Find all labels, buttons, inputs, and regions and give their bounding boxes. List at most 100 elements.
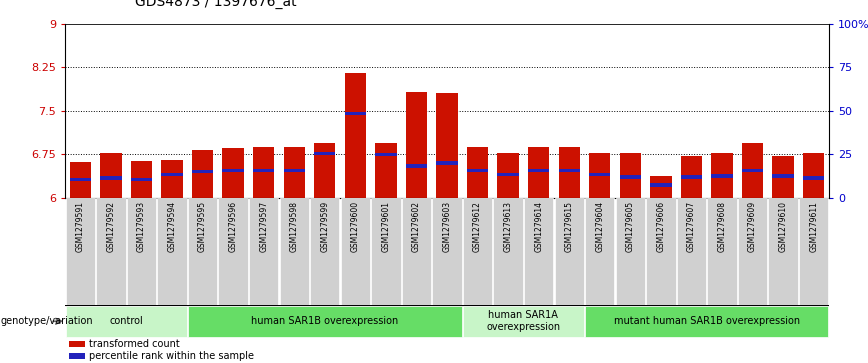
Bar xyxy=(96,198,126,305)
Bar xyxy=(131,161,152,198)
Bar xyxy=(161,173,183,176)
Text: GSM1279601: GSM1279601 xyxy=(381,201,391,252)
Bar xyxy=(650,183,672,187)
Bar xyxy=(219,198,247,305)
Text: genotype/variation: genotype/variation xyxy=(1,316,94,326)
Text: GSM1279614: GSM1279614 xyxy=(534,201,543,252)
Bar xyxy=(681,156,702,198)
Bar xyxy=(650,176,672,198)
Text: mutant human SAR1B overexpression: mutant human SAR1B overexpression xyxy=(614,316,799,326)
Bar xyxy=(284,147,305,198)
Bar xyxy=(188,306,462,337)
Text: GSM1279595: GSM1279595 xyxy=(198,201,207,252)
Bar xyxy=(310,198,339,305)
Bar xyxy=(497,173,519,176)
Bar xyxy=(620,153,641,198)
Bar xyxy=(127,198,156,305)
Bar xyxy=(494,198,523,305)
Bar xyxy=(402,198,431,305)
Bar xyxy=(773,156,794,198)
Text: GSM1279602: GSM1279602 xyxy=(412,201,421,252)
Bar xyxy=(437,161,457,165)
Bar xyxy=(345,112,366,115)
Text: transformed count: transformed count xyxy=(89,339,180,349)
Bar xyxy=(589,152,610,198)
Bar xyxy=(405,92,427,198)
Bar xyxy=(467,147,489,198)
Bar xyxy=(253,147,274,198)
Text: GSM1279606: GSM1279606 xyxy=(656,201,666,252)
Bar xyxy=(253,169,274,172)
Bar xyxy=(66,306,187,337)
Bar xyxy=(768,198,798,305)
Text: control: control xyxy=(109,316,143,326)
Bar xyxy=(69,162,91,198)
Bar xyxy=(463,306,584,337)
Text: GSM1279604: GSM1279604 xyxy=(595,201,604,252)
Bar xyxy=(192,150,214,198)
Bar xyxy=(677,198,706,305)
Bar xyxy=(528,147,549,198)
Bar xyxy=(558,147,580,198)
Bar xyxy=(742,169,763,172)
Text: GSM1279597: GSM1279597 xyxy=(260,201,268,252)
Bar xyxy=(615,198,645,305)
Text: GSM1279600: GSM1279600 xyxy=(351,201,360,252)
Bar xyxy=(738,198,767,305)
Text: GSM1279613: GSM1279613 xyxy=(503,201,513,252)
Text: human SAR1A
overexpression: human SAR1A overexpression xyxy=(486,310,561,332)
Bar xyxy=(799,198,828,305)
Bar xyxy=(681,175,702,179)
Bar xyxy=(647,198,675,305)
Bar xyxy=(620,175,641,179)
Bar xyxy=(131,178,152,181)
Bar xyxy=(585,198,615,305)
Bar xyxy=(279,198,309,305)
Bar xyxy=(222,148,244,198)
Text: GSM1279591: GSM1279591 xyxy=(76,201,85,252)
Bar xyxy=(467,169,489,172)
Text: GSM1279612: GSM1279612 xyxy=(473,201,482,252)
Bar xyxy=(405,164,427,168)
Bar xyxy=(524,198,553,305)
Bar xyxy=(249,198,279,305)
Bar xyxy=(188,198,217,305)
Text: GSM1279594: GSM1279594 xyxy=(168,201,176,252)
Bar xyxy=(314,143,336,198)
Bar xyxy=(314,152,336,155)
Text: percentile rank within the sample: percentile rank within the sample xyxy=(89,351,254,361)
Text: GSM1279593: GSM1279593 xyxy=(137,201,146,252)
Bar xyxy=(375,143,397,198)
Bar xyxy=(69,341,84,347)
Bar xyxy=(157,198,187,305)
Bar xyxy=(69,178,91,181)
Text: GSM1279598: GSM1279598 xyxy=(290,201,299,252)
Bar xyxy=(707,198,737,305)
Bar xyxy=(432,198,462,305)
Text: GSM1279615: GSM1279615 xyxy=(565,201,574,252)
Bar xyxy=(372,198,400,305)
Bar xyxy=(585,306,828,337)
Bar xyxy=(341,198,370,305)
Text: GSM1279605: GSM1279605 xyxy=(626,201,635,252)
Bar xyxy=(589,173,610,176)
Bar xyxy=(161,160,183,198)
Bar xyxy=(803,152,825,198)
Bar xyxy=(100,176,122,180)
Text: GSM1279603: GSM1279603 xyxy=(443,201,451,252)
Bar xyxy=(558,169,580,172)
Bar xyxy=(284,169,305,172)
Text: GSM1279610: GSM1279610 xyxy=(779,201,787,252)
Bar xyxy=(711,152,733,198)
Bar xyxy=(742,143,763,198)
Text: GSM1279611: GSM1279611 xyxy=(809,201,819,252)
Text: GSM1279596: GSM1279596 xyxy=(228,201,238,252)
Bar xyxy=(711,174,733,178)
Bar xyxy=(192,170,214,174)
Bar xyxy=(803,176,825,180)
Text: GSM1279592: GSM1279592 xyxy=(107,201,115,252)
Bar xyxy=(528,169,549,172)
Bar xyxy=(773,174,794,178)
Bar xyxy=(463,198,492,305)
Bar xyxy=(66,198,95,305)
